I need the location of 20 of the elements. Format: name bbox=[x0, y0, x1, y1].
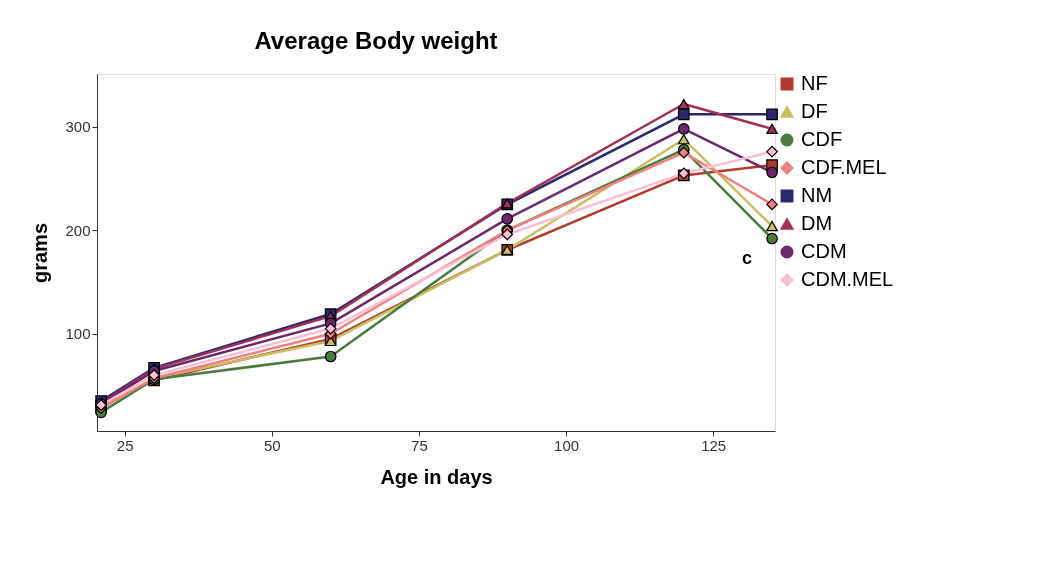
x-tick-label: 125 bbox=[701, 436, 727, 454]
legend-label: CDM bbox=[801, 240, 847, 262]
legend-label: DM bbox=[801, 212, 833, 234]
chart-title: Average Body weight bbox=[254, 27, 498, 54]
legend-label: NF bbox=[801, 72, 828, 94]
x-tick-label: 100 bbox=[554, 436, 580, 454]
y-tick-label: 200 bbox=[65, 221, 91, 239]
x-tick-label: 75 bbox=[411, 436, 428, 454]
annotation: c bbox=[741, 248, 752, 268]
legend-label: CDF.MEL bbox=[801, 156, 887, 178]
legend-label: CDM.MEL bbox=[801, 268, 894, 290]
x-tick-label: 25 bbox=[116, 436, 134, 454]
legend-label: CDF bbox=[801, 128, 843, 150]
y-tick-label: 100 bbox=[65, 325, 91, 343]
y-axis-title: grams bbox=[29, 222, 52, 284]
x-tick-label: 50 bbox=[263, 436, 281, 454]
legend-label: NM bbox=[801, 184, 833, 206]
legend-label: DF bbox=[801, 100, 828, 122]
y-tick-label: 300 bbox=[65, 118, 91, 136]
x-axis-title: Age in days bbox=[380, 465, 493, 488]
